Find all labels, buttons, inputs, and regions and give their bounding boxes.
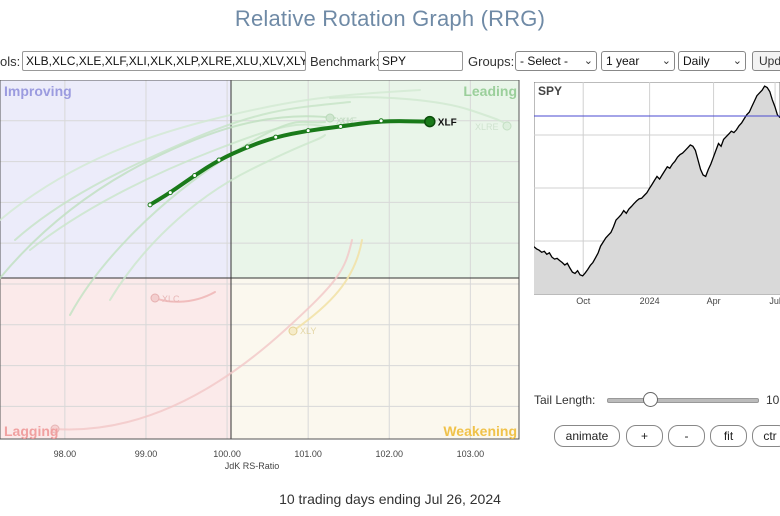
spy-x-tick-label: Oct — [576, 296, 591, 306]
benchmark-input[interactable]: SPY — [378, 51, 463, 71]
faded-tail — [329, 96, 508, 127]
quadrant-backgrounds — [0, 80, 519, 439]
spy-x-tick-label: Jul — [769, 296, 780, 306]
symbols-input[interactable]: XLB,XLC,XLE,XLF,XLI,XLK,XLP,XLRE,XLU,XLV… — [22, 51, 306, 71]
xlf-head-point — [424, 115, 436, 128]
faded-tail — [109, 134, 326, 301]
chevron-down-icon: ⌄ — [661, 55, 671, 67]
leading-label: Leading — [463, 83, 517, 99]
spy-x-ticks: Oct 2024 Apr Jul — [576, 296, 780, 306]
spy-x-tick-label: Apr — [707, 296, 721, 306]
xlf-tail-point — [147, 202, 153, 208]
faded-label-xlc: XLC — [162, 294, 180, 304]
chevron-down-icon: ⌄ — [732, 55, 742, 67]
rrg-x-tick-label: 101.00 — [294, 449, 322, 459]
chevron-down-icon: ⌄ — [583, 55, 593, 67]
xlf-tail-point — [192, 172, 198, 178]
period-select[interactable]: 1 year ⌄ — [601, 51, 675, 71]
tail-length-slider-handle[interactable] — [643, 392, 658, 407]
faded-label-xlre: XLRE — [475, 122, 499, 132]
tail-head-marker — [325, 113, 335, 123]
footer-caption: 10 trading days ending Jul 26, 2024 — [279, 491, 501, 507]
zoom-in-button[interactable]: + — [626, 425, 663, 447]
faded-tail — [292, 239, 363, 332]
tail-length-slider[interactable] — [607, 398, 759, 403]
tail-head-marker — [150, 293, 160, 303]
weakening-label: Weakening — [443, 423, 517, 439]
faded-tail — [14, 101, 351, 241]
tail-head-marker — [502, 121, 512, 131]
xlf-tail-point — [378, 118, 384, 124]
rrg-x-tick-label: 102.00 — [375, 449, 403, 459]
faded-label-xle: XLE — [340, 116, 357, 126]
xlf-tail[interactable] — [147, 115, 436, 208]
tail-head-marker — [50, 424, 60, 434]
rrg-x-tick-label: 99.00 — [135, 449, 158, 459]
frequency-select-value: Daily — [683, 54, 710, 68]
spy-label: SPY — [538, 84, 562, 98]
toolbar: ols: XLB,XLC,XLE,XLF,XLI,XLK,XLP,XLRE,XL… — [0, 51, 780, 73]
page-title: Relative Rotation Graph (RRG) — [234, 6, 546, 31]
spy-x-tick-label: 2024 — [640, 296, 660, 306]
rrg-xlabel: JdK RS-Ratio — [225, 461, 280, 471]
xlf-tail-point — [273, 134, 279, 140]
leading-quadrant — [231, 80, 519, 278]
faded-label-xly: XLY — [300, 326, 316, 336]
rrg-x-tick-label: 100.00 — [213, 449, 241, 459]
faded-tail — [29, 123, 331, 251]
spy-chart: SPY Oct 2024 Apr Jul — [534, 82, 780, 306]
rrg-x-ticks: 98.00 99.00 100.00 101.00 102.00 103.00 — [54, 449, 485, 459]
lagging-quadrant — [0, 278, 231, 439]
groups-select-value: - Select - — [520, 54, 569, 68]
animate-button[interactable]: animate — [554, 425, 620, 447]
faded-tail-heads — [50, 113, 512, 434]
xlf-tail-point — [167, 190, 173, 196]
tail-length-value: 10 — [766, 393, 780, 407]
faded-tail — [0, 115, 336, 279]
zoom-out-button[interactable]: - — [668, 425, 705, 447]
spy-line — [534, 85, 780, 277]
tail-head-marker — [288, 326, 298, 336]
center-button[interactable]: ctr — [752, 425, 780, 447]
lagging-label: Lagging — [4, 423, 58, 439]
xlf-tail-point — [244, 144, 250, 150]
improving-label: Improving — [4, 83, 72, 99]
xlf-tail-point — [305, 128, 311, 134]
rrg-x-tick-label: 103.00 — [457, 449, 485, 459]
weakening-quadrant — [231, 278, 519, 439]
update-button[interactable]: Upd — [752, 51, 780, 71]
xlf-label: XLF — [438, 118, 457, 129]
groups-label: Groups: — [468, 54, 515, 69]
spy-area — [534, 86, 780, 294]
xlf-tail-point — [338, 124, 344, 130]
symbols-label: ols: — [0, 54, 21, 69]
benchmark-label: Benchmark: — [310, 54, 380, 69]
xlf-tail-point — [216, 157, 222, 163]
groups-select[interactable]: - Select - ⌄ — [515, 51, 597, 71]
faded-tail — [54, 239, 353, 431]
rrg-gridlines — [0, 80, 519, 439]
period-select-value: 1 year — [606, 54, 640, 68]
tail-length-label: Tail Length: — [534, 393, 596, 407]
faded-label-xlk: XLK — [336, 116, 353, 126]
rrg-x-tick-label: 98.00 — [54, 449, 77, 459]
rrg-frame — [0, 80, 520, 440]
rrg-chart[interactable]: Improving Leading Weakening Lagging XLK … — [0, 80, 522, 474]
fit-button[interactable]: fit — [710, 425, 747, 447]
faded-tail — [0, 89, 421, 221]
frequency-select[interactable]: Daily ⌄ — [678, 51, 746, 71]
